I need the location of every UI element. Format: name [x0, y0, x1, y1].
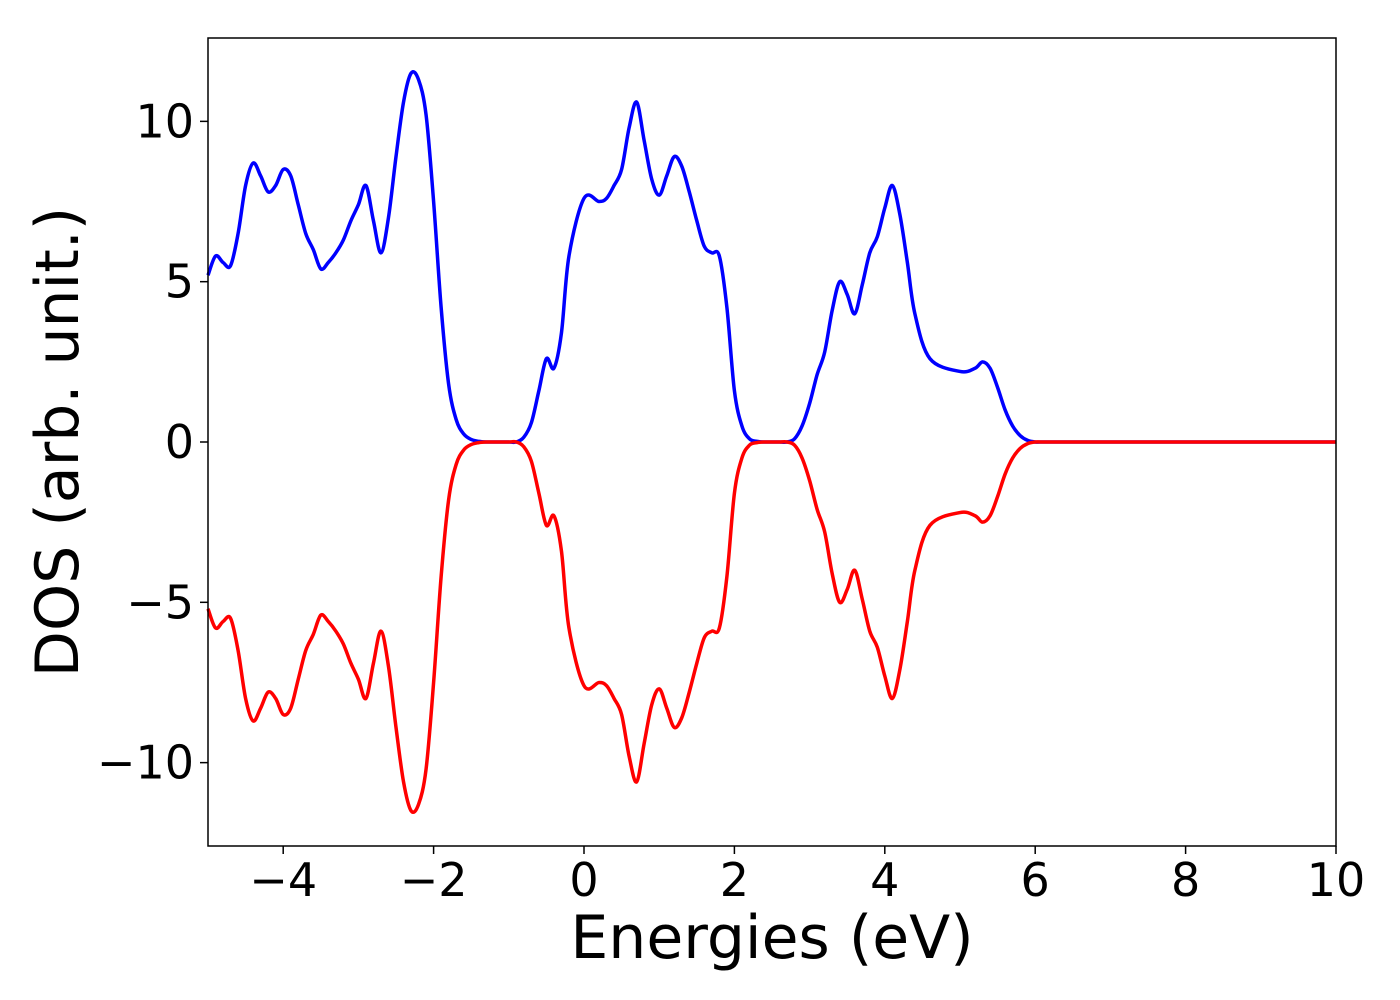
x-tick-label: −4 — [249, 853, 317, 907]
x-tick-label: 2 — [720, 853, 749, 907]
dos-series-red-line — [206, 439, 1336, 815]
x-tick-label: 8 — [1171, 853, 1200, 907]
x-tick-label: 10 — [1307, 853, 1366, 907]
y-axis: −10 −5 0 5 10 — [97, 94, 208, 790]
y-tick-label: 0 — [165, 415, 194, 469]
x-tick-label: 6 — [1021, 853, 1050, 907]
x-axis-label: Energies (eV) — [570, 903, 973, 973]
y-tick-label: 5 — [165, 255, 194, 309]
x-axis: −4 −2 0 2 4 6 8 10 — [249, 846, 1365, 907]
y-tick-label: −10 — [97, 736, 194, 790]
x-tick-label: −2 — [400, 853, 468, 907]
x-tick-label: 0 — [569, 853, 598, 907]
y-tick-label: −5 — [126, 575, 194, 629]
series-layer — [206, 69, 1336, 815]
dos-series-blue-line — [206, 69, 1336, 445]
x-tick-label: 4 — [870, 853, 899, 907]
y-axis-label: DOS (arb. unit.) — [23, 207, 93, 677]
y-tick-label: 10 — [135, 94, 194, 148]
